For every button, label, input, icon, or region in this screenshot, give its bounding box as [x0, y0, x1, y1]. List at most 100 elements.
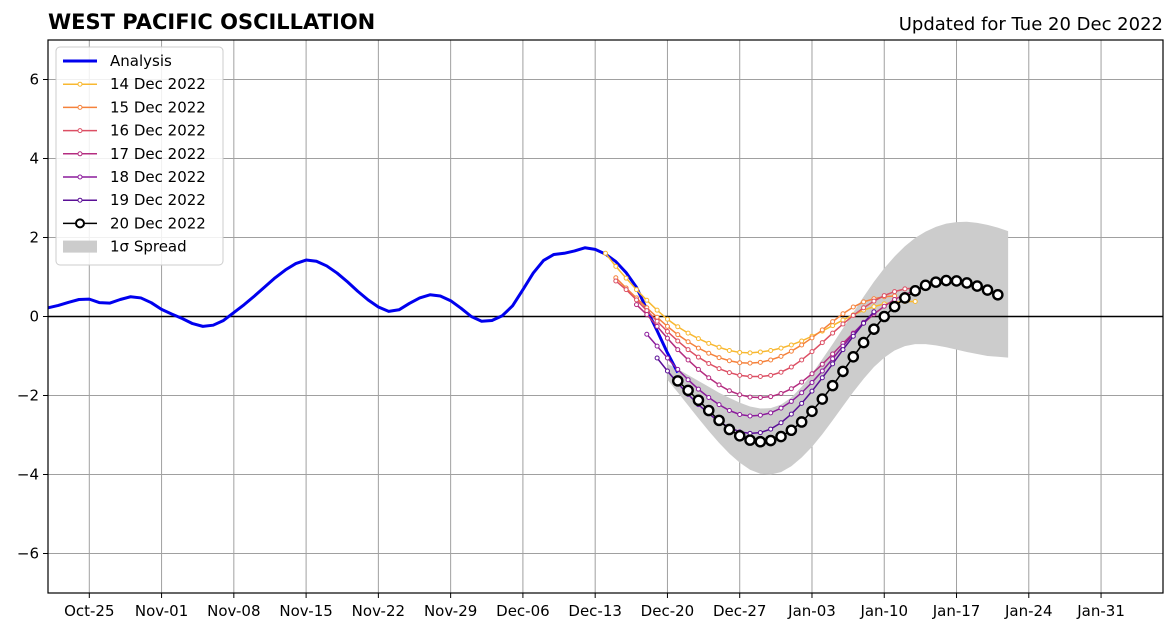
forecast-point: [664, 368, 670, 374]
forecast-point: [695, 345, 701, 351]
forecast-current-point: [981, 284, 994, 296]
forecast-point: [675, 338, 681, 344]
forecast-point: [871, 298, 877, 304]
forecast-point: [685, 377, 691, 383]
forecast-point: [902, 286, 908, 292]
forecast-point: [840, 311, 846, 317]
legend-marker: [77, 151, 83, 157]
forecast-current-point: [682, 384, 694, 397]
forecast-point: [706, 340, 712, 346]
forecast-current-point: [723, 423, 736, 436]
forecast-line-15-dec-2022: [615, 277, 895, 364]
forecast-point: [830, 361, 836, 367]
forecast-point: [737, 392, 743, 398]
forecast-point: [788, 342, 794, 348]
forecast-point: [747, 413, 753, 419]
forecast-point: [726, 347, 732, 353]
legend-label: 19 Dec 2022: [110, 191, 206, 209]
forecast-point: [644, 331, 650, 337]
forecast-point: [788, 411, 794, 417]
forecast-point: [685, 347, 691, 353]
forecast-point: [613, 278, 619, 284]
forecast-current-point: [692, 394, 705, 407]
forecast-point: [685, 330, 691, 336]
y-tick-label-4: 4: [29, 150, 39, 168]
forecast-line-17-dec-2022: [635, 289, 916, 399]
forecast-point: [706, 350, 712, 356]
forecast-point: [716, 355, 722, 361]
forecast-18-dec-2022: [644, 310, 877, 419]
forecast-point: [871, 304, 877, 310]
forecast-point: [799, 400, 805, 406]
forecast-point: [706, 394, 712, 400]
legend-marker: [77, 104, 83, 110]
forecast-current-point: [733, 429, 746, 442]
forecast-point: [768, 394, 774, 400]
forecast-point: [747, 360, 753, 366]
forecast-point: [644, 308, 650, 314]
forecast-point: [892, 289, 898, 295]
x-tick-label-nov-29: Nov-29: [424, 602, 477, 620]
updated-date: Updated for Tue 20 Dec 2022: [899, 14, 1163, 35]
forecast-point: [819, 340, 825, 346]
forecast-current-point: [971, 280, 983, 292]
forecast-point: [850, 304, 856, 310]
legend-marker: [77, 174, 83, 180]
legend-label: 14 Dec 2022: [110, 75, 206, 93]
forecast-current-point: [857, 336, 870, 349]
forecast-point: [768, 347, 774, 353]
forecast-point: [819, 368, 825, 374]
forecast-point: [675, 366, 681, 372]
forecast-current-point: [888, 300, 901, 313]
forecast-point: [623, 275, 629, 281]
forecast-current-point: [744, 434, 756, 446]
forecast-point: [654, 323, 660, 329]
legend-entry-analysis: Analysis: [63, 52, 172, 70]
legend-entry-17-dec-2022: 17 Dec 2022: [63, 145, 206, 163]
forecast-point: [778, 391, 784, 397]
legend-label: Analysis: [110, 52, 172, 70]
x-axis-ticks: Oct-25 Nov-01 Nov-08 Nov-15 Nov-22 Nov-29 Dec-…: [64, 593, 1125, 620]
forecast-point: [685, 339, 691, 345]
forecast-point: [809, 379, 815, 385]
forecast-point: [747, 374, 753, 380]
x-tick-label-jan-03: Jan-03: [787, 602, 836, 620]
y-axis-ticks: −6 −4 −2 0 2 4 6: [17, 71, 48, 563]
legend-entry-14-dec-2022: 14 Dec 2022: [63, 75, 206, 93]
forecast-point: [726, 370, 732, 376]
forecast-point: [799, 379, 805, 385]
forecast-point: [778, 353, 784, 359]
x-tick-label-nov-22: Nov-22: [352, 602, 405, 620]
forecast-point: [778, 345, 784, 351]
x-tick-label-nov-01: Nov-01: [135, 602, 188, 620]
forecast-point: [603, 250, 608, 256]
series: [47, 246, 1004, 448]
forecast-current-point: [754, 435, 767, 448]
x-tick-label-jan-31: Jan-31: [1076, 602, 1125, 620]
forecast-point: [716, 382, 722, 388]
forecast-point: [768, 372, 774, 378]
legend-entry-18-dec-2022: 18 Dec 2022: [63, 168, 206, 186]
forecast-point: [654, 318, 660, 324]
forecast-point: [830, 323, 836, 329]
x-tick-label-jan-17: Jan-17: [932, 602, 981, 620]
forecast-current-point: [806, 405, 818, 418]
forecast-current-point: [961, 277, 973, 289]
forecast-point: [809, 335, 815, 341]
forecast-current-point: [785, 424, 798, 437]
forecast-point: [613, 263, 619, 269]
x-tick-label-oct-25: Oct-25: [64, 602, 114, 620]
legend-entry-1-spread: 1σ Spread: [63, 238, 187, 256]
forecast-point: [788, 386, 794, 392]
forecast-point: [633, 302, 639, 308]
y-tick-label-2: 2: [29, 229, 39, 247]
forecast-point: [850, 333, 856, 339]
forecast-point: [654, 307, 660, 313]
forecast-current-point: [826, 379, 839, 392]
forecast-point: [716, 366, 722, 372]
forecast-current-point: [992, 288, 1004, 301]
legend-swatch: [63, 240, 97, 253]
forecast-point: [664, 316, 670, 322]
forecast-16-dec-2022: [613, 278, 918, 380]
forecast-current-point: [919, 279, 932, 292]
